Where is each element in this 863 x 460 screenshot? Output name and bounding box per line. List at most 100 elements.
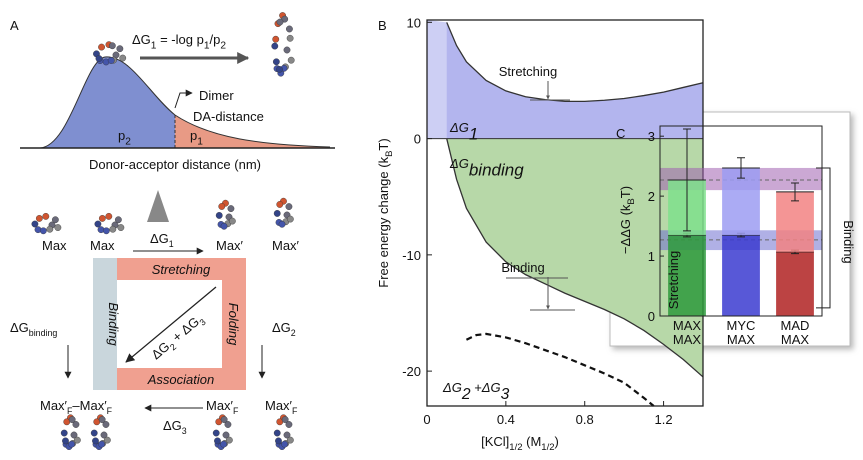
text-segment: binding bbox=[469, 161, 524, 180]
atom bbox=[73, 436, 81, 444]
y-axis-label: −ΔΔG (kBT) bbox=[618, 186, 637, 254]
text-segment: 1 bbox=[151, 41, 157, 52]
text-segment: + ΔG bbox=[167, 314, 202, 347]
curve bbox=[465, 332, 655, 407]
distribution-p2 bbox=[40, 56, 175, 148]
triangle bbox=[147, 190, 169, 222]
label-line: MAX bbox=[673, 318, 702, 333]
panel-label: A bbox=[10, 18, 19, 33]
text-segment: 1/2 bbox=[509, 442, 522, 453]
segment-label: Binding bbox=[841, 220, 856, 263]
atom bbox=[286, 436, 294, 444]
error-bar bbox=[776, 182, 814, 202]
atom bbox=[102, 421, 110, 428]
area-label: ΔG2 +ΔG3 bbox=[442, 380, 510, 403]
text-segment: p bbox=[190, 128, 197, 143]
bar-segment bbox=[722, 235, 760, 316]
text-segment: /p bbox=[209, 32, 220, 47]
text-segment: = -log p bbox=[156, 32, 203, 47]
atom bbox=[220, 222, 228, 230]
binding-bar bbox=[93, 258, 117, 390]
text-segment: ΔG bbox=[272, 320, 291, 335]
arrow-label: ΔGbinding bbox=[10, 320, 57, 338]
atom bbox=[218, 203, 226, 210]
atom bbox=[281, 440, 289, 448]
atom bbox=[62, 437, 69, 445]
text-segment: F bbox=[292, 406, 298, 416]
distribution-curve bbox=[39, 56, 331, 149]
atom bbox=[42, 212, 50, 220]
atom bbox=[68, 416, 76, 423]
text-segment: [KCl] bbox=[481, 434, 509, 449]
label-line: MYC bbox=[727, 318, 756, 333]
atom bbox=[286, 215, 294, 223]
atom bbox=[95, 55, 103, 62]
atom bbox=[108, 42, 116, 50]
p1-label: p1 bbox=[190, 128, 203, 148]
atom bbox=[46, 225, 54, 233]
atom bbox=[109, 225, 117, 233]
atom bbox=[119, 54, 127, 62]
curve-label: Binding bbox=[501, 260, 544, 275]
label-line: MAX bbox=[673, 332, 702, 347]
cycle-label: Association bbox=[147, 372, 214, 387]
text-segment: −ΔΔG (k bbox=[618, 204, 633, 254]
low-salt-strip bbox=[427, 20, 447, 406]
atom bbox=[98, 440, 106, 448]
atom bbox=[98, 416, 106, 423]
atom bbox=[222, 431, 230, 439]
binding-area bbox=[427, 138, 703, 406]
x-tick-label: 0 bbox=[423, 412, 430, 427]
x-tick-label: MAX MAX bbox=[673, 318, 702, 347]
text-segment: ΔG bbox=[10, 320, 29, 335]
text-segment: ΔG bbox=[163, 418, 182, 433]
text-segment: T) bbox=[376, 138, 391, 150]
text-segment: F bbox=[67, 406, 73, 416]
text-segment: 1 bbox=[204, 41, 210, 52]
stretching-area bbox=[427, 20, 703, 139]
text-segment: F bbox=[233, 406, 239, 416]
atom bbox=[273, 210, 281, 217]
y-tick-label: -10 bbox=[402, 248, 421, 263]
text-segment: T) bbox=[618, 186, 633, 198]
atom bbox=[281, 416, 289, 423]
text-segment: 2 bbox=[220, 41, 226, 52]
atom bbox=[39, 227, 47, 235]
text-segment: Max′ bbox=[206, 398, 234, 413]
text-segment: ΔG bbox=[449, 120, 469, 135]
cycle-label: Binding bbox=[106, 302, 121, 346]
atom bbox=[275, 437, 282, 445]
text-segment: p bbox=[118, 128, 125, 143]
text-segment: Free energy change (k bbox=[376, 156, 391, 287]
atom bbox=[287, 56, 295, 64]
text-segment: ΔG bbox=[148, 339, 172, 363]
atom bbox=[51, 216, 59, 224]
y-tick-label: 0 bbox=[414, 132, 421, 147]
x-tick-label: 0.4 bbox=[497, 412, 515, 427]
diagonal-arrow bbox=[125, 286, 217, 363]
cycle-label: Folding bbox=[226, 303, 241, 346]
atom bbox=[35, 215, 43, 222]
bar-segment bbox=[776, 251, 814, 316]
atom bbox=[285, 421, 293, 428]
plot-frame bbox=[659, 125, 823, 317]
y-tick-label: 0 bbox=[648, 309, 655, 324]
atom bbox=[100, 431, 108, 439]
atom bbox=[276, 66, 283, 73]
p2-label: p2 bbox=[118, 128, 131, 148]
text-segment: 1 bbox=[197, 137, 203, 148]
x-tick-label: MAD MAX bbox=[781, 318, 810, 347]
segment-label: Stretching bbox=[666, 251, 681, 310]
atom bbox=[60, 429, 68, 437]
species-label: Max′F–Max′F bbox=[40, 398, 113, 416]
label-line: MAD bbox=[781, 318, 810, 333]
atom bbox=[276, 201, 284, 208]
text-segment: ) bbox=[555, 434, 559, 449]
atom bbox=[286, 34, 294, 42]
association-bar bbox=[117, 368, 246, 390]
panel-label: B bbox=[378, 18, 387, 33]
y-tick-label: 3 bbox=[648, 129, 655, 144]
dimer-label: Dimer bbox=[199, 88, 234, 103]
atom bbox=[114, 216, 122, 224]
